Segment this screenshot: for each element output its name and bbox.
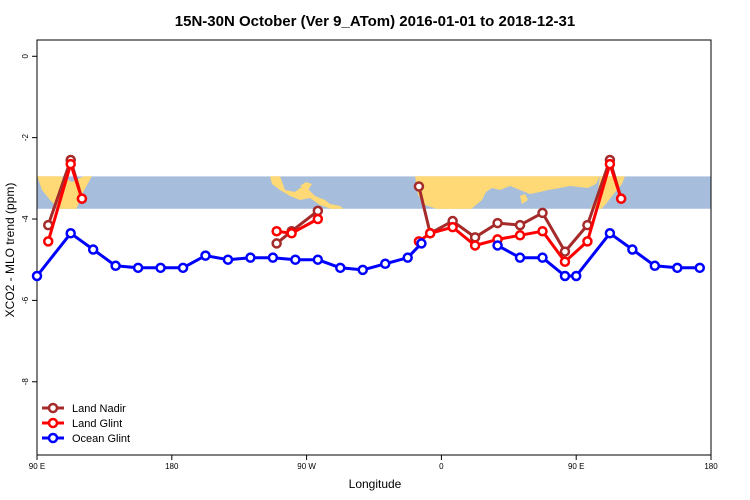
- y-tick-label: -2: [21, 134, 30, 142]
- x-tick-label: 90 W: [297, 462, 316, 471]
- x-tick-label: 90 E: [568, 462, 584, 471]
- land-area-1: [270, 176, 344, 209]
- plot-frame: [36, 39, 712, 456]
- data-point: [570, 270, 582, 282]
- data-point: [694, 262, 706, 274]
- map-band: [37, 176, 711, 209]
- data-point: [402, 252, 413, 263]
- series-land-glint: [42, 158, 627, 267]
- data-point: [312, 254, 324, 265]
- data-point: [110, 260, 121, 272]
- series-line: [496, 231, 700, 278]
- legend-swatch-marker: [47, 402, 59, 414]
- data-point: [132, 262, 144, 274]
- chart-title: 15N-30N October (Ver 9_ATom) 2016-01-01 …: [175, 13, 575, 30]
- data-point: [290, 254, 301, 265]
- data-point: [413, 181, 425, 192]
- land-area-3: [415, 176, 600, 209]
- legend-item: Land Nadir: [42, 402, 126, 415]
- data-point: [200, 250, 211, 261]
- data-point: [492, 240, 503, 251]
- y-axis: 0 -2 -4 -6 -8: [21, 54, 37, 386]
- legend: Land Nadir Land Glint Ocean Glint: [42, 402, 130, 445]
- data-point: [447, 221, 458, 233]
- legend-label: Land Nadir: [72, 403, 126, 415]
- data-point: [604, 228, 616, 239]
- data-point: [514, 219, 526, 231]
- data-point: [271, 238, 282, 249]
- data-point: [31, 270, 43, 282]
- x-tick-label: 180: [165, 462, 179, 471]
- data-point: [514, 252, 526, 263]
- data-point: [649, 260, 661, 272]
- series-line: [275, 209, 319, 245]
- legend-label: Land Glint: [72, 418, 122, 430]
- y-axis-label: XCO2 - MLO trend (ppm): [3, 183, 17, 318]
- y-tick-label: -4: [21, 215, 30, 223]
- x-axis-label: Longitude: [349, 477, 402, 491]
- data-point: [267, 252, 279, 263]
- data-point: [424, 228, 436, 239]
- data-point: [416, 238, 427, 249]
- x-tick-label: 90 E: [29, 462, 45, 471]
- data-point: [379, 258, 391, 270]
- y-tick-label: 0: [21, 54, 30, 59]
- data-point: [271, 225, 282, 237]
- data-point: [559, 246, 571, 257]
- data-point: [155, 262, 166, 274]
- legend-label: Ocean Glint: [72, 433, 130, 445]
- data-point: [469, 232, 481, 243]
- legend-item: Ocean Glint: [42, 432, 130, 445]
- data-point: [514, 230, 526, 241]
- data-point: [537, 252, 548, 263]
- data-point: [537, 207, 548, 219]
- series-layer: [31, 154, 706, 282]
- land-area-4: [520, 194, 528, 204]
- data-point: [335, 262, 346, 274]
- data-point: [582, 236, 593, 247]
- land-area-2: [300, 182, 312, 190]
- y-tick-label: -6: [21, 296, 30, 304]
- data-point: [559, 256, 571, 267]
- data-point: [615, 193, 627, 204]
- legend-swatch-marker: [47, 417, 59, 429]
- data-point: [627, 244, 638, 255]
- data-point: [42, 236, 54, 247]
- data-point: [312, 205, 324, 217]
- data-point: [604, 158, 616, 170]
- x-axis: 90 E 180 90 W 0 90 E 180: [29, 455, 718, 471]
- data-point: [87, 244, 99, 255]
- data-point: [245, 252, 256, 263]
- legend-item: Land Glint: [42, 417, 122, 430]
- data-point: [469, 240, 481, 251]
- data-point: [177, 262, 189, 274]
- data-point: [222, 254, 234, 265]
- data-point: [76, 193, 88, 204]
- data-point: [672, 262, 683, 274]
- data-point: [357, 264, 369, 276]
- data-point: [559, 270, 571, 282]
- data-point: [65, 228, 76, 239]
- data-point: [537, 225, 548, 237]
- data-point: [312, 213, 324, 225]
- y-tick-label: -8: [21, 378, 30, 386]
- x-tick-label: 180: [704, 462, 718, 471]
- data-point: [286, 228, 297, 239]
- series-ocean-glint: [31, 228, 706, 282]
- x-tick-label: 0: [439, 462, 444, 471]
- data-point: [65, 158, 76, 170]
- legend-swatch-marker: [47, 432, 59, 444]
- data-point: [492, 217, 503, 229]
